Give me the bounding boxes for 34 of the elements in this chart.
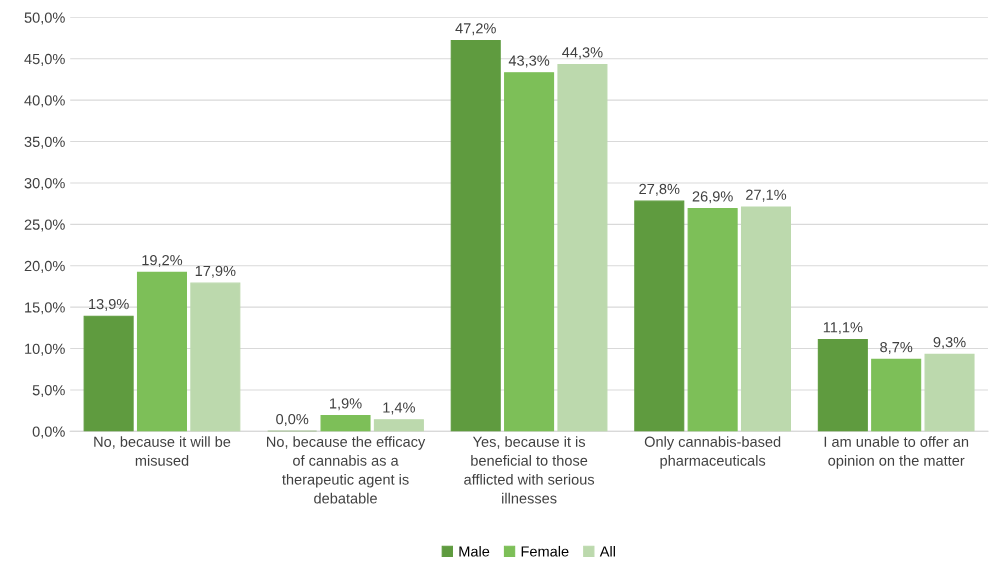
data-label: 44,3% bbox=[562, 47, 603, 60]
data-label: 19,2% bbox=[142, 255, 183, 268]
y-tick-label: 15,0% bbox=[25, 302, 65, 315]
x-tick-label: Yes, because it is beneficial to those afflicted with serious illnesses bbox=[464, 436, 595, 504]
legend-label: All bbox=[599, 545, 615, 557]
y-tick-label: 45,0% bbox=[24, 53, 65, 66]
y-tick-label: 30,0% bbox=[24, 178, 65, 191]
data-label: 8,7% bbox=[880, 341, 913, 354]
y-tick-label: 10,0% bbox=[25, 343, 65, 356]
y-tick-label: 40,0% bbox=[24, 95, 65, 108]
x-tick-label: I am unable to offer an opinion on the matter bbox=[824, 436, 969, 469]
data-label: 11,1% bbox=[823, 322, 863, 335]
data-label: 9,3% bbox=[933, 336, 966, 350]
x-tick-label: No, because the efficacy of cannabis as a therapeutic agent is debatable bbox=[267, 436, 426, 504]
data-label: 0,0% bbox=[276, 413, 309, 427]
legend-label: Male bbox=[459, 545, 490, 557]
y-tick-label: 25,0% bbox=[24, 219, 65, 232]
data-label: 43,3% bbox=[508, 55, 550, 68]
data-label: 27,1% bbox=[746, 189, 787, 202]
data-label: 1,4% bbox=[383, 402, 415, 415]
y-tick-label: 35,0% bbox=[24, 136, 65, 149]
data-label: 47,2% bbox=[455, 23, 496, 36]
data-label: 1,9% bbox=[330, 398, 362, 411]
data-label: 13,9% bbox=[89, 298, 129, 311]
y-tick-label: 5,0% bbox=[32, 385, 65, 398]
legend-label: Female bbox=[521, 545, 569, 557]
data-label: 17,9% bbox=[195, 265, 236, 278]
y-tick-label: 20,0% bbox=[24, 260, 65, 273]
y-tick-label: 50,0% bbox=[24, 12, 65, 25]
data-label: 27,8% bbox=[639, 183, 680, 196]
x-tick-label: No, because it will be misused bbox=[94, 436, 231, 466]
y-tick-label: 0,0% bbox=[32, 426, 65, 439]
data-label: 26,9% bbox=[692, 191, 733, 204]
x-tick-label: Only cannabis-based pharmaceuticals bbox=[644, 436, 781, 469]
